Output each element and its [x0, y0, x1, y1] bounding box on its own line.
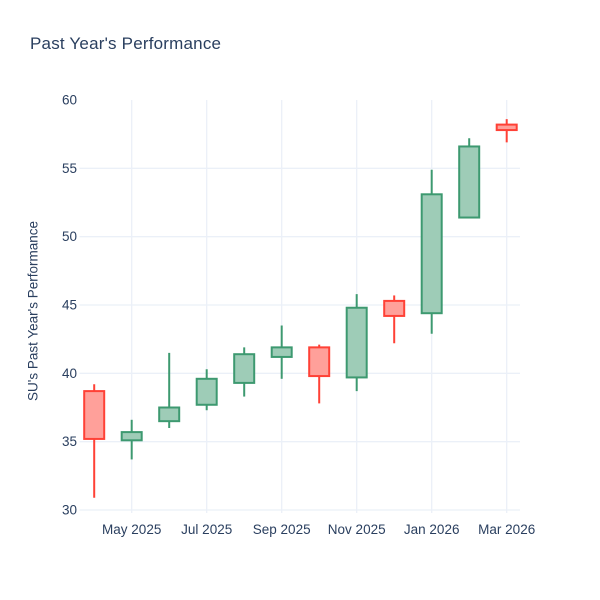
- candle-body: [120, 431, 143, 442]
- candle-feb-2026[interactable]: [458, 138, 481, 219]
- candle-jan-2026[interactable]: [420, 169, 443, 334]
- candle-body: [495, 123, 518, 132]
- candle-jul-2025[interactable]: [195, 369, 218, 411]
- x-tick-label: May 2025: [102, 522, 161, 537]
- y-tick-label: 40: [62, 366, 77, 381]
- y-tick-label: 30: [62, 503, 77, 518]
- candle-body: [383, 299, 406, 317]
- candle-body: [195, 377, 218, 406]
- candle-body: [270, 346, 293, 358]
- candle-body: [308, 346, 331, 378]
- candle-body: [458, 145, 481, 219]
- y-axis-ticks: 30 35 40 45 50 55 60: [62, 93, 77, 518]
- candle-may-2025[interactable]: [120, 419, 143, 460]
- candle-sep-2025[interactable]: [270, 325, 293, 379]
- gridlines: [79, 100, 520, 513]
- candle-body: [420, 193, 443, 315]
- candle-nov-2025[interactable]: [345, 294, 368, 392]
- y-tick-label: 55: [62, 161, 77, 176]
- y-tick-label: 60: [62, 93, 77, 108]
- x-tick-label: Mar 2026: [478, 522, 535, 537]
- y-tick-label: 50: [62, 229, 77, 244]
- candle-jun-2025[interactable]: [158, 352, 181, 428]
- x-tick-label: Jul 2025: [181, 522, 232, 537]
- chart-title: Past Year's Performance: [30, 34, 222, 53]
- candle-body: [233, 353, 256, 384]
- x-tick-label: Jan 2026: [404, 522, 460, 537]
- candle-body: [345, 306, 368, 379]
- x-tick-label: Nov 2025: [328, 522, 386, 537]
- candle-apr-2025[interactable]: [83, 384, 106, 498]
- candle-dec-2025[interactable]: [383, 295, 406, 344]
- y-tick-label: 35: [62, 434, 77, 449]
- x-tick-label: Sep 2025: [253, 522, 311, 537]
- candle-mar-2026[interactable]: [495, 119, 518, 143]
- candle-aug-2025[interactable]: [233, 347, 256, 397]
- y-tick-label: 45: [62, 298, 77, 313]
- candle-body: [158, 406, 181, 423]
- candle-body: [83, 390, 106, 440]
- candles-series: [83, 119, 518, 498]
- candle-oct-2025[interactable]: [308, 344, 331, 404]
- x-axis-ticks: May 2025 Jul 2025 Sep 2025 Nov 2025 Jan 2026…: [102, 522, 535, 537]
